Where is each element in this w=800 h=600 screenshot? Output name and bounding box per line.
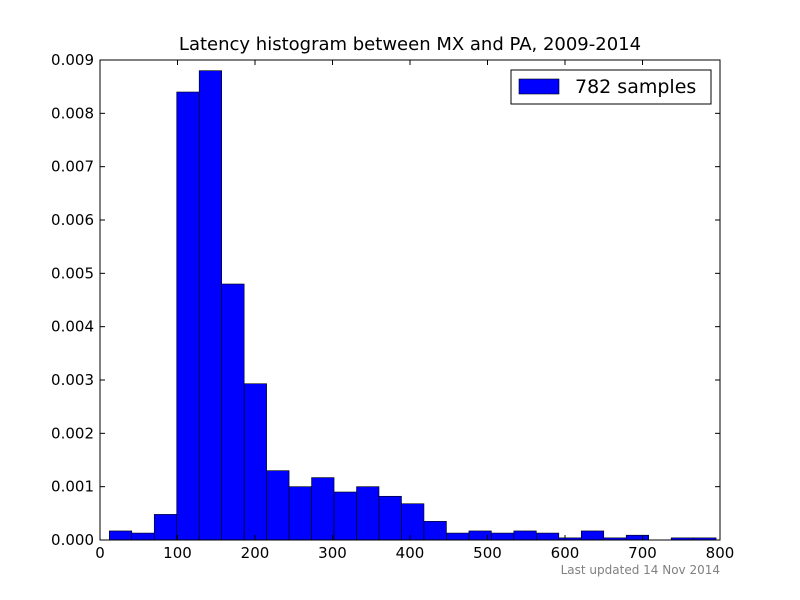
y-tick-label: 0.000 bbox=[51, 531, 94, 549]
histogram-bar bbox=[356, 486, 380, 541]
x-tick-label: 500 bbox=[473, 544, 502, 562]
histogram-bar bbox=[401, 503, 425, 541]
y-tick-label: 0.009 bbox=[51, 51, 94, 69]
histogram-bar bbox=[176, 91, 200, 541]
legend-swatch bbox=[518, 78, 560, 95]
histogram-bar bbox=[266, 470, 290, 541]
x-tick-label: 600 bbox=[551, 544, 580, 562]
y-tick-label: 0.006 bbox=[51, 211, 94, 229]
last-updated-note: Last updated 14 Nov 2014 bbox=[560, 563, 720, 577]
histogram-bar bbox=[468, 530, 492, 541]
histogram-bars bbox=[109, 70, 717, 541]
x-tick-label: 200 bbox=[241, 544, 270, 562]
y-tick-label: 0.005 bbox=[51, 264, 94, 282]
histogram-bar bbox=[198, 70, 222, 541]
histogram-bar bbox=[491, 532, 515, 541]
histogram-bar bbox=[536, 532, 560, 541]
histogram-bar bbox=[333, 491, 357, 541]
y-tick-label: 0.004 bbox=[51, 318, 94, 336]
x-axis-ticks: 0 100 200 300 400 500 600 700 800 bbox=[95, 60, 734, 562]
y-tick-label: 0.007 bbox=[51, 158, 94, 176]
x-tick-label: 400 bbox=[396, 544, 425, 562]
y-tick-label: 0.008 bbox=[51, 104, 94, 122]
y-tick-label: 0.003 bbox=[51, 371, 94, 389]
x-tick-label: 700 bbox=[628, 544, 657, 562]
legend-label: 782 samples bbox=[575, 76, 696, 98]
histogram-bar bbox=[378, 495, 402, 541]
y-tick-label: 0.001 bbox=[51, 478, 94, 496]
legend: 782 samples bbox=[510, 69, 712, 105]
x-tick-label: 300 bbox=[318, 544, 347, 562]
histogram-bar bbox=[423, 521, 447, 541]
histogram-bar bbox=[243, 383, 267, 541]
histogram-bar bbox=[153, 514, 178, 541]
y-axis-ticks: 0.000 0.001 0.002 0.003 0.004 0.005 0.006 0.007… bbox=[51, 51, 720, 549]
x-tick-label: 100 bbox=[163, 544, 192, 562]
chart-title: Latency histogram between MX and PA, 200… bbox=[178, 34, 642, 55]
histogram-bar bbox=[513, 530, 537, 541]
y-tick-label: 0.002 bbox=[51, 424, 94, 442]
histogram-bar bbox=[580, 530, 605, 541]
x-tick-label: 800 bbox=[706, 544, 735, 562]
histogram-bar bbox=[131, 532, 155, 541]
histogram-bar bbox=[109, 530, 133, 541]
histogram-bar bbox=[221, 283, 245, 541]
x-tick-label: 0 bbox=[95, 544, 105, 562]
histogram-bar bbox=[446, 532, 470, 541]
histogram-bar bbox=[625, 534, 649, 541]
histogram-bar bbox=[288, 486, 312, 541]
histogram-bar bbox=[311, 477, 335, 541]
